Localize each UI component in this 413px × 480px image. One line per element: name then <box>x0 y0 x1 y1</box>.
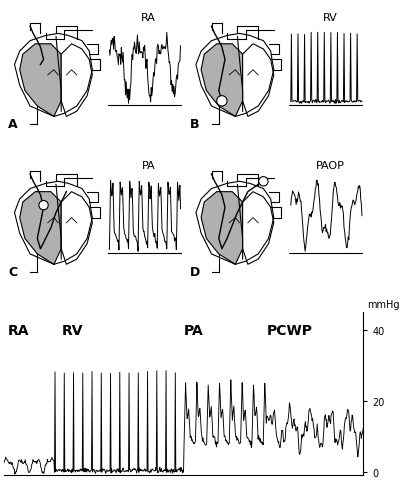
Polygon shape <box>201 192 242 265</box>
Text: mmHg: mmHg <box>367 299 399 309</box>
Text: D: D <box>190 265 200 278</box>
Circle shape <box>217 96 227 107</box>
Text: PA: PA <box>142 161 155 171</box>
Text: C: C <box>8 265 17 278</box>
Polygon shape <box>61 45 93 117</box>
Text: A: A <box>8 118 18 131</box>
Text: PAOP: PAOP <box>316 161 344 171</box>
Text: RV: RV <box>323 13 337 24</box>
Circle shape <box>39 201 48 210</box>
Text: PA: PA <box>184 323 204 337</box>
Text: RV: RV <box>62 323 83 337</box>
Polygon shape <box>242 45 274 117</box>
Polygon shape <box>242 192 274 265</box>
Text: RA: RA <box>8 323 29 337</box>
Text: RA: RA <box>141 13 156 24</box>
Polygon shape <box>20 45 61 117</box>
Polygon shape <box>201 45 242 117</box>
Text: B: B <box>190 118 199 131</box>
Text: PCWP: PCWP <box>266 323 312 337</box>
Polygon shape <box>20 192 61 265</box>
Polygon shape <box>61 192 93 265</box>
Circle shape <box>259 177 268 187</box>
